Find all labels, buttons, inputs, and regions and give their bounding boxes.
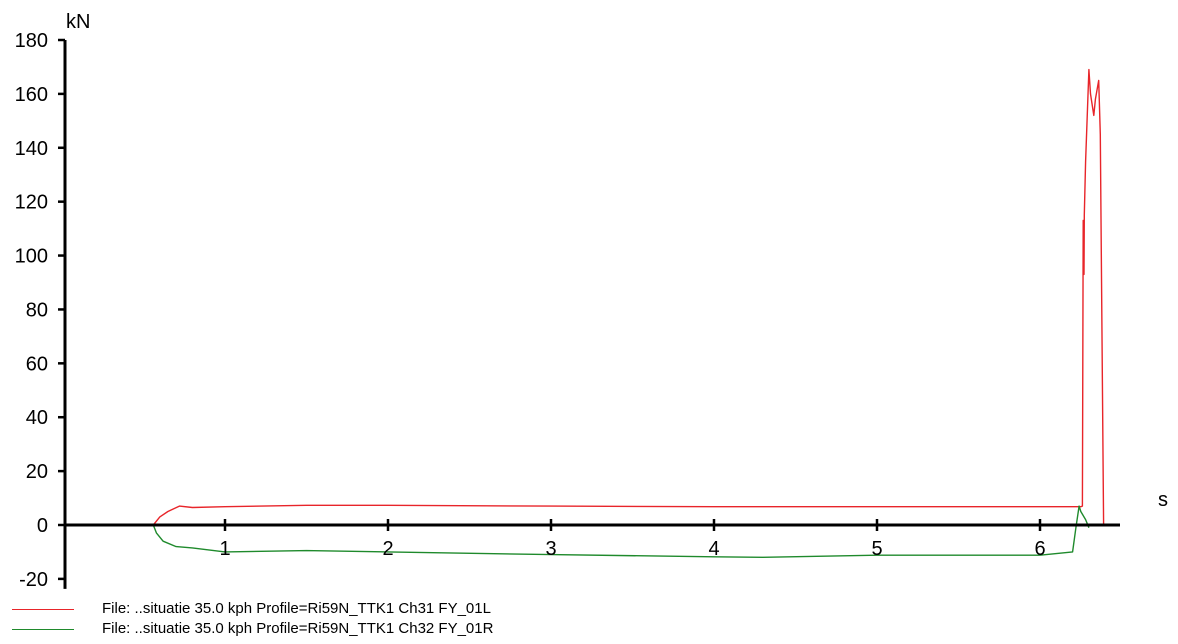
x-tick-label: 5 bbox=[871, 538, 882, 560]
y-tick-label: 40 bbox=[26, 407, 48, 429]
x-tick-label: 3 bbox=[545, 538, 556, 560]
x-tick-label: 2 bbox=[382, 538, 393, 560]
legend-entry: File: ..situatie 35.0 kph Profile=Ri59N_… bbox=[8, 620, 1168, 640]
x-tick-label: 1 bbox=[219, 538, 230, 560]
legend-line-icon bbox=[12, 629, 74, 630]
series-line-0 bbox=[152, 68, 1105, 526]
legend-entry: File: ..situatie 35.0 kph Profile=Ri59N_… bbox=[8, 600, 1168, 620]
legend-label: File: ..situatie 35.0 kph Profile=Ri59N_… bbox=[102, 600, 491, 617]
x-tick-label: 4 bbox=[708, 538, 719, 560]
series-layer bbox=[152, 68, 1105, 558]
y-tick-label: 60 bbox=[26, 353, 48, 375]
series-line-1 bbox=[152, 505, 1090, 558]
x-unit-label: s bbox=[1158, 489, 1168, 511]
y-tick-label: 180 bbox=[15, 30, 48, 52]
y-tick-label: 160 bbox=[15, 84, 48, 106]
y-tick-label: -20 bbox=[19, 569, 48, 591]
y-tick-label: 140 bbox=[15, 138, 48, 160]
y-unit-label: kN bbox=[66, 11, 90, 33]
y-tick-label: 80 bbox=[26, 299, 48, 321]
y-tick-label: 120 bbox=[15, 192, 48, 214]
x-tick-label: 6 bbox=[1034, 538, 1045, 560]
y-tick-label: 100 bbox=[15, 246, 48, 268]
y-tick-label: 20 bbox=[26, 461, 48, 483]
legend-label: File: ..situatie 35.0 kph Profile=Ri59N_… bbox=[102, 620, 494, 637]
legend: File: ..situatie 35.0 kph Profile=Ri59N_… bbox=[8, 600, 1168, 640]
legend-line-icon bbox=[12, 609, 74, 610]
axis-layer: -20 0 20 40 60 80 100 120 140 160 180 1 2 3 4 5 6 kN s bbox=[15, 11, 1168, 591]
line-chart: -20 0 20 40 60 80 100 120 140 160 180 1 2 3 4 5 6 kN s bbox=[15, 11, 1168, 591]
y-tick-label: 0 bbox=[37, 515, 48, 537]
